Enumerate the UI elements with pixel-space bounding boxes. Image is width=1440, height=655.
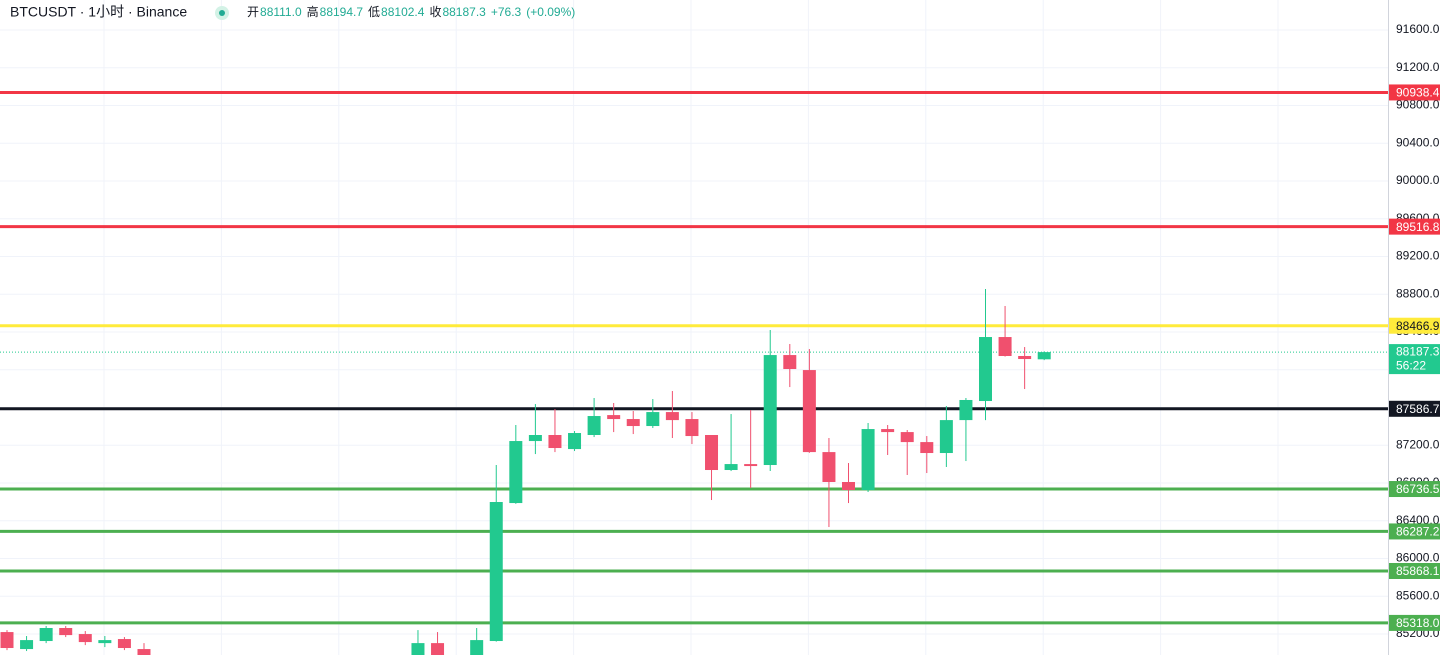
legend-change: +76.3 [491, 5, 522, 19]
y-tick-label: 91600.0 [1396, 22, 1440, 36]
level-label: 86736.5 [1396, 482, 1440, 496]
candle-body [724, 464, 738, 471]
candle-body [646, 412, 660, 427]
y-tick-label: 89200.0 [1396, 249, 1440, 263]
candle-body [137, 649, 151, 655]
candle-body [470, 640, 484, 655]
level-label-bg [1389, 562, 1440, 579]
candle-body [842, 482, 856, 491]
candle-body [528, 434, 542, 442]
candle-body [998, 337, 1012, 357]
price-axis: 85200.085600.086000.086400.086800.087200… [1389, 22, 1440, 640]
candle-body [939, 420, 953, 454]
header: BTCUSDT · 1小时 · Binance 开88111.0 高88194.7… [10, 4, 575, 20]
level-label: 90938.4 [1396, 86, 1440, 100]
legend-open: 88111.0 [260, 5, 302, 19]
candle-body [431, 643, 445, 655]
candle-body [665, 412, 679, 421]
candle-body [509, 441, 523, 504]
level-label-bg [1389, 400, 1440, 417]
candle-body [900, 432, 914, 443]
legend-close: 88187.3 [442, 5, 486, 19]
candle-body [822, 452, 836, 483]
level-label: 88466.9 [1396, 319, 1440, 333]
level-label-bg [1389, 481, 1440, 498]
candles [0, 288, 1051, 655]
candle-body [920, 442, 934, 454]
levels [0, 90, 1388, 625]
level-label: 87586.7 [1396, 402, 1440, 416]
candle-body [20, 640, 34, 650]
candle-body [587, 416, 601, 435]
level-label-bg [1389, 523, 1440, 540]
candle-body [39, 628, 53, 642]
level-label-bg [1389, 218, 1440, 235]
candle-body [568, 433, 582, 450]
candle-body [98, 640, 112, 644]
candle-body [802, 370, 816, 453]
candle-body [959, 399, 973, 421]
candle-body [0, 632, 14, 649]
y-tick-label: 90000.0 [1396, 173, 1440, 187]
candle-body [411, 643, 425, 655]
candle-body [763, 355, 777, 466]
y-tick-label: 91200.0 [1396, 60, 1440, 74]
candle-body [705, 434, 719, 471]
candle-body [744, 464, 758, 467]
legend-open-label: 开 [247, 5, 259, 19]
legend-close-label: 收 [429, 5, 441, 19]
y-tick-label: 87200.0 [1396, 437, 1440, 451]
candle-body [59, 628, 73, 636]
level-label: 86287.2 [1396, 525, 1440, 539]
y-tick-label: 86000.0 [1396, 551, 1440, 565]
level-label: 85318.0 [1396, 616, 1440, 630]
candle-body [979, 337, 992, 402]
candle-body [117, 639, 131, 649]
legend-low: 88102.4 [381, 5, 425, 19]
legend-change-pct: (+0.09%) [526, 5, 575, 19]
candle-body [783, 355, 797, 370]
legend-high-label: 高 [307, 4, 319, 19]
level-label: 89516.8 [1396, 220, 1440, 234]
candle-body [881, 429, 895, 433]
candle-body [626, 419, 640, 427]
candle-body [489, 502, 503, 642]
candle-body [861, 429, 875, 491]
candle-body [607, 415, 621, 420]
candle-body [1018, 356, 1032, 360]
ohlc-legend: 开88111.0 高88194.7 低88102.4 收88187.3 +76.3 (+0… [247, 4, 575, 19]
grid [0, 0, 1388, 655]
level-label-bg [1389, 614, 1440, 631]
y-tick-label: 88800.0 [1396, 286, 1440, 300]
level-label: 85868.1 [1396, 564, 1440, 578]
countdown-label: 56:22 [1396, 358, 1426, 372]
candle-body [78, 634, 92, 643]
candle-body [548, 434, 562, 449]
y-tick-label: 85600.0 [1396, 588, 1440, 602]
legend-high: 88194.7 [320, 5, 364, 19]
symbol-title: BTCUSDT · 1小时 · Binance [10, 4, 187, 20]
level-label-bg [1389, 317, 1440, 334]
level-label-bg [1389, 84, 1440, 101]
status-dot [219, 10, 225, 16]
legend-low-label: 低 [368, 5, 380, 19]
candle-body [1037, 352, 1051, 360]
y-tick-label: 90400.0 [1396, 135, 1440, 149]
last-price-label: 88187.3 [1396, 344, 1440, 358]
y-tick-label: 90800.0 [1396, 98, 1440, 112]
last-price-bg [1389, 344, 1440, 375]
candle-body [685, 419, 699, 437]
